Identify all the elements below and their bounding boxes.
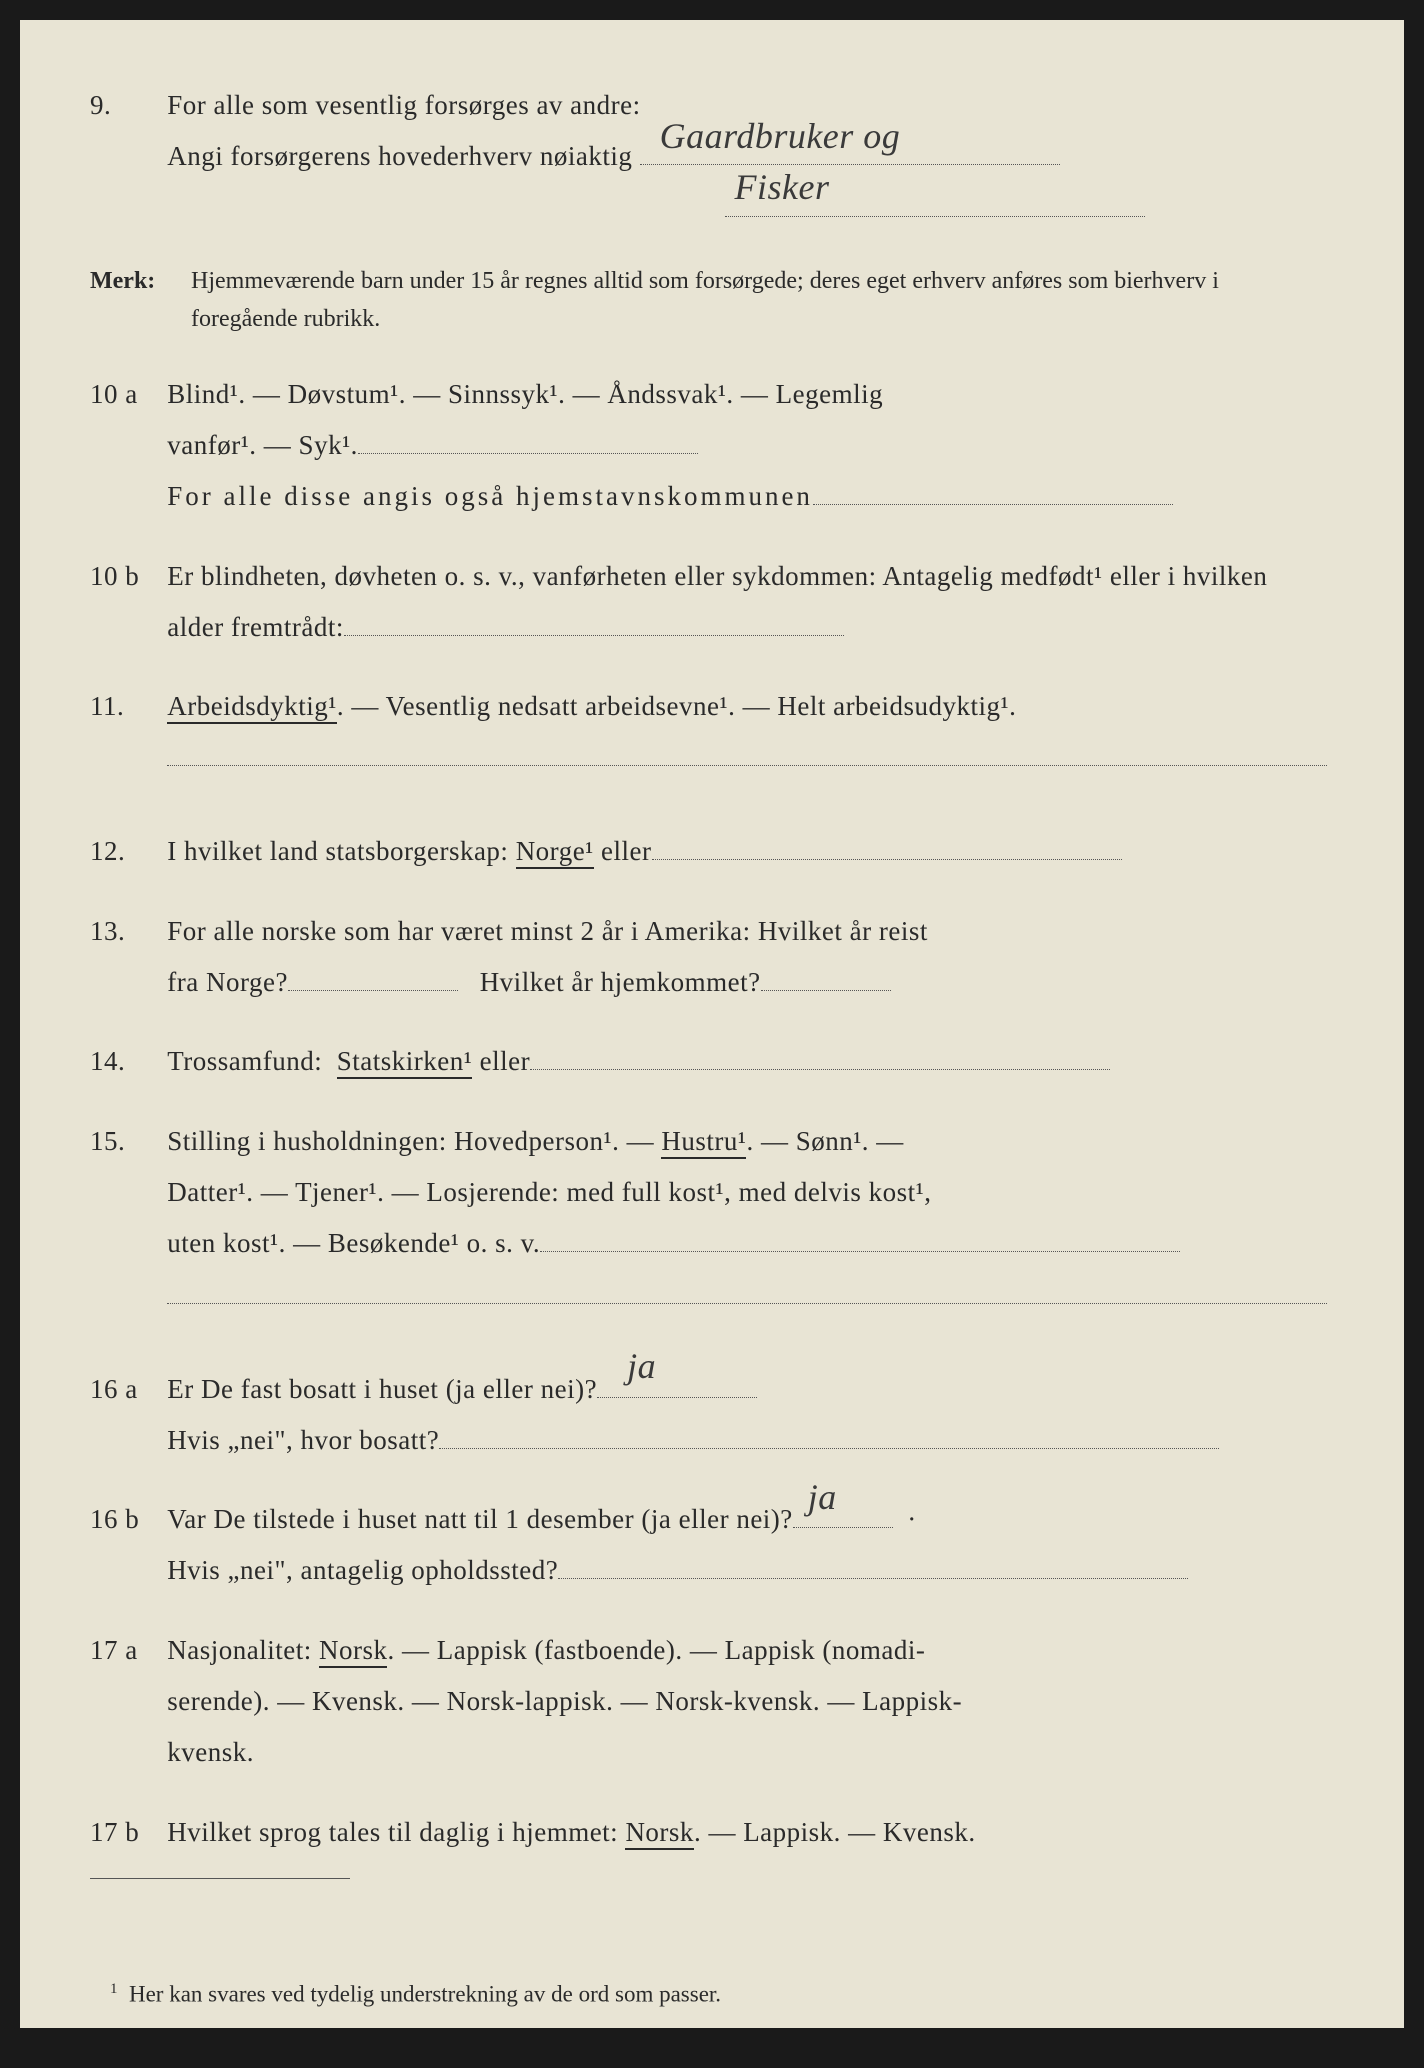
q9-fill2: Fisker [725,216,1145,217]
footnote-text: Her kan svares ved tydelig understreknin… [129,1982,721,2007]
q12-opt: Norge¹ [516,836,594,869]
q10a-fill1 [358,453,698,454]
q9-number: 9. [90,80,160,131]
q16a-hand: ja [627,1332,656,1400]
q15-text2: Datter¹. — Tjener¹. — Losjerende: med fu… [167,1177,931,1207]
q15-content: Stilling i husholdningen: Hovedperson¹. … [167,1116,1327,1336]
q17a-opt: Norsk [319,1635,388,1668]
q9-line1: For alle som vesentlig forsørges av andr… [167,90,640,120]
footnote-mark: 1 [110,1981,117,1997]
q9-line2-label: Angi forsørgerens hovederhverv nøiaktig [167,141,632,171]
q16b-text1: Var De tilstede i huset natt til 1 desem… [167,1504,793,1534]
q16b-fill1: ja [793,1527,893,1528]
q15-number: 15. [90,1116,160,1167]
q12-number: 12. [90,826,160,877]
q14-number: 14. [90,1036,160,1087]
question-12: 12. I hvilket land statsborgerskap: Norg… [90,826,1334,877]
q9-hand2: Fisker [735,153,830,221]
q15-opt: Hustru¹ [661,1126,746,1159]
q10b-content: Er blindheten, døvheten o. s. v., vanfør… [167,551,1327,654]
q10a-number: 10 a [90,369,160,420]
q17a-number: 17 a [90,1625,160,1676]
q17b-rest: . — Lappisk. — Kvensk. [694,1817,976,1847]
q13-fill1 [288,990,458,991]
q17b-content: Hvilket sprog tales til daglig i hjemmet… [167,1807,1327,1858]
q14-text: Trossamfund: [167,1046,329,1076]
q16b-fill2 [558,1578,1188,1579]
q9-content: For alle som vesentlig forsørges av andr… [167,80,1327,234]
note-merk: Merk: Hjemmeværende barn under 15 år reg… [90,262,1334,339]
q10a-opts: Blind¹. — Døvstum¹. — Sinnssyk¹. — Åndss… [167,379,883,409]
q17a-text1b: . — Lappisk (fastboende). — Lappisk (nom… [387,1635,925,1665]
q12-fill [652,859,1122,860]
q17b-text1: Hvilket sprog tales til daglig i hjemmet… [167,1817,625,1847]
q16a-text2: Hvis „nei", hvor bosatt? [167,1425,439,1455]
q14-rest: eller [472,1046,530,1076]
q17b-number: 17 b [90,1807,160,1858]
q10a-opts2: vanfør¹. — Syk¹. [167,430,358,460]
q12-content: I hvilket land statsborgerskap: Norge¹ e… [167,826,1327,877]
q17a-text3: kvensk. [167,1737,254,1767]
footnote: 1 Her kan svares ved tydelig understrekn… [110,1981,1344,2008]
q10b-text: Er blindheten, døvheten o. s. v., vanfør… [167,561,1267,642]
q14-fill [530,1069,1110,1070]
q10a-line2: For alle disse angis også hjemstavnskomm… [167,481,813,511]
question-16b: 16 b Var De tilstede i huset natt til 1 … [90,1494,1334,1597]
q15-fill [540,1251,1180,1252]
q16a-content: Er De fast bosatt i huset (ja eller nei)… [167,1364,1327,1467]
q11-content: Arbeidsdyktig¹. — Vesentlig nedsatt arbe… [167,681,1327,798]
question-13: 13. For alle norske som har været minst … [90,906,1334,1009]
q15-blank-line [167,1302,1327,1304]
question-15: 15. Stilling i husholdningen: Hovedperso… [90,1116,1334,1336]
q16b-content: Var De tilstede i huset natt til 1 desem… [167,1494,1327,1597]
q9-fill1: Gaardbruker og [640,164,1060,165]
census-form-page: 9. For alle som vesentlig forsørges av a… [20,20,1404,2028]
q15-text1a: Stilling i husholdningen: Hovedperson¹. … [167,1126,661,1156]
q12-text: I hvilket land statsborgerskap: [167,836,515,866]
q14-content: Trossamfund: Statskirken¹ eller [167,1036,1327,1087]
question-9: 9. For alle som vesentlig forsørges av a… [90,80,1334,234]
q10a-fill2 [813,504,1173,505]
q13-text1: For alle norske som har været minst 2 år… [167,916,928,946]
q16b-hand: ja [808,1463,837,1531]
q13-text2a: fra Norge? [167,967,288,997]
q16b-number: 16 b [90,1494,160,1545]
question-17b: 17 b Hvilket sprog tales til daglig i hj… [90,1807,1334,1858]
q17b-opt: Norsk [625,1817,694,1850]
q13-fill2 [761,990,891,991]
q17a-text1a: Nasjonalitet: [167,1635,319,1665]
q16b-text2: Hvis „nei", antagelig opholdssted? [167,1555,558,1585]
q11-blank-line [167,764,1327,766]
q12-rest: eller [594,836,652,866]
q13-number: 13. [90,906,160,957]
q16a-text1: Er De fast bosatt i huset (ja eller nei)… [167,1374,597,1404]
q15-text3: uten kost¹. — Besøkende¹ o. s. v. [167,1228,540,1258]
q13-content: For alle norske som har været minst 2 år… [167,906,1327,1009]
q11-rest: . — Vesentlig nedsatt arbeidsevne¹. — He… [337,691,1017,721]
q16a-fill2 [439,1448,1219,1449]
question-10b: 10 b Er blindheten, døvheten o. s. v., v… [90,551,1334,654]
q13-text2b: Hvilket år hjemkommet? [480,967,761,997]
question-14: 14. Trossamfund: Statskirken¹ eller [90,1036,1334,1087]
question-16a: 16 a Er De fast bosatt i huset (ja eller… [90,1364,1334,1467]
merk-label: Merk: [90,262,185,300]
footnote-rule [90,1878,350,1879]
q17a-content: Nasjonalitet: Norsk. — Lappisk (fastboen… [167,1625,1327,1779]
q11-number: 11. [90,681,160,732]
q16a-fill1: ja [597,1397,757,1398]
q14-opt: Statskirken¹ [337,1046,473,1079]
question-17a: 17 a Nasjonalitet: Norsk. — Lappisk (fas… [90,1625,1334,1779]
q16a-number: 16 a [90,1364,160,1415]
q10b-fill [344,635,844,636]
q10a-content: Blind¹. — Døvstum¹. — Sinnssyk¹. — Åndss… [167,369,1327,523]
question-11: 11. Arbeidsdyktig¹. — Vesentlig nedsatt … [90,681,1334,798]
question-10a: 10 a Blind¹. — Døvstum¹. — Sinnssyk¹. — … [90,369,1334,523]
q15-text1b: . — Sønn¹. — [746,1126,903,1156]
q11-opt1: Arbeidsdyktig¹ [167,691,337,724]
q10b-number: 10 b [90,551,160,602]
q17a-text2: serende). — Kvensk. — Norsk-lappisk. — N… [167,1686,962,1716]
merk-text: Hjemmeværende barn under 15 år regnes al… [191,262,1311,339]
